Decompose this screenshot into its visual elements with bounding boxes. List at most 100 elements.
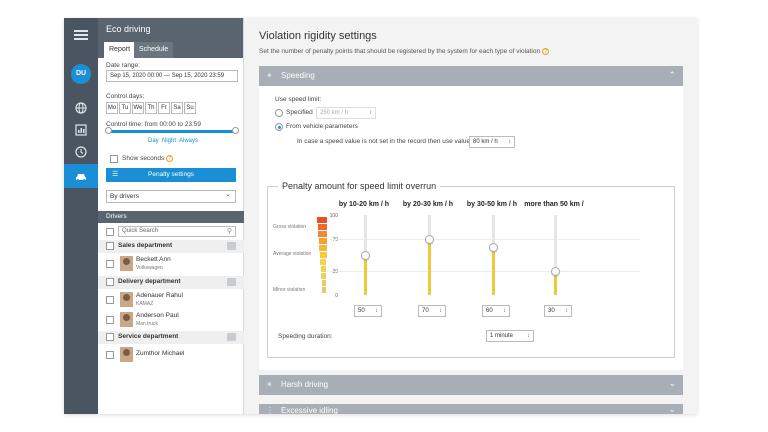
help-icon[interactable]: ? [541,48,549,55]
nav-item-eco-driving[interactable] [64,164,98,188]
menu-icon[interactable] [74,30,88,40]
penalty-slider-handle[interactable] [551,267,560,276]
specified-radio[interactable] [275,109,283,117]
penalty-slider-handle[interactable] [425,235,434,244]
message-icon[interactable] [227,333,236,341]
scale-segment [322,287,326,293]
penalty-settings-button[interactable]: ☰ Penalty settings [106,168,236,182]
day-tu[interactable]: Tu [119,102,131,114]
penalty-value-input[interactable]: 60 [482,305,510,317]
show-seconds-label: Show seconds [122,155,165,163]
day-fr[interactable]: Fr [158,102,170,114]
day-th[interactable]: Th [145,102,157,114]
driver-checkbox[interactable] [106,296,114,304]
speeding-duration-value: 1 minute [490,333,514,339]
column-header: more than 50 km / [524,201,584,208]
nav-item-globe[interactable] [64,96,98,120]
tab-schedule[interactable]: Schedule [134,42,174,58]
minor-violation-label: Minor violation [273,287,306,293]
section-harsh-driving-header[interactable]: ✴ Harsh driving ⌄ [259,375,683,395]
driver-photo [120,256,133,271]
day-sa[interactable]: Sa [171,102,183,114]
driver-checkbox[interactable] [106,351,114,359]
specified-speed-input[interactable]: 250 km / h [316,107,376,119]
section-title: Excessive idling [281,406,338,414]
group-checkbox[interactable] [106,278,114,286]
show-seconds-checkbox[interactable] [110,155,118,163]
preset-day[interactable]: Day [148,138,159,144]
driver-checkbox[interactable] [106,260,114,268]
penalty-value-input[interactable]: 50 [354,305,382,317]
chevron-up-icon[interactable]: ⌃ [668,70,676,80]
panel-title: Eco driving [98,18,243,40]
speeding-duration-label: Speeding duration: [278,333,333,340]
car-icon [76,174,86,181]
chevron-down-icon[interactable]: ⌄ [668,378,676,388]
message-icon[interactable] [227,242,236,250]
penalty-slider-handle[interactable] [489,243,498,252]
control-days-label: Control days: [106,93,145,100]
sliders-icon: ☰ [112,171,119,178]
specified-speed-value: 250 km / h [320,110,349,116]
driver-photo [120,312,133,327]
slider-start-handle[interactable] [105,127,112,134]
driver-row[interactable]: Beckett Ann Volkswagen [98,254,244,274]
driver-row[interactable]: Anderson Paul Man truck [98,310,244,330]
group-by-select[interactable]: By drivers [106,189,236,203]
penalty-value-input[interactable]: 70 [418,305,446,317]
preset-night[interactable]: Night [162,138,177,144]
group-label: Sales department [118,242,173,249]
scale-segment [320,259,327,265]
control-days: Mo Tu We Th Fr Sa Su [106,102,197,115]
group-delivery[interactable]: Delivery department [98,276,244,289]
user-avatar[interactable]: DU [71,64,91,84]
nav-rail: DU [64,18,98,414]
group-label: Service department [118,333,179,340]
fallback-speed-input[interactable]: 80 km / h [469,136,515,148]
column-header: by 10-20 km / h [338,201,390,208]
scale-segment [321,273,327,279]
driver-name: Adenauer Rahul [136,292,183,299]
driver-photo [120,347,133,362]
speeding-settings: Use speed limit: Specified 250 km / h Fr… [259,86,683,370]
main-content: Violation rigidity settings Set the numb… [245,18,697,414]
driver-row[interactable]: Zumthor Michael [98,345,244,365]
scale-segment [318,238,327,244]
nav-item-history[interactable] [64,140,98,164]
control-time-slider[interactable] [105,127,239,134]
penalty-slider-track[interactable] [554,215,557,295]
driver-name: Zumthor Michael [136,350,185,357]
from-vehicle-radio[interactable] [275,123,283,131]
day-we[interactable]: We [132,102,144,114]
chevron-down-icon[interactable]: ⌄ [668,404,676,414]
preset-always[interactable]: Always [179,138,199,144]
specified-label: Specified [286,109,313,116]
speedometer-icon: ✴ [266,71,273,80]
driver-row[interactable]: Adenauer Rahul KAMAZ [98,290,244,310]
section-excessive-idling-header[interactable]: ⋮ Excessive idling ⌄ [259,404,683,414]
driver-vehicle: Volkswagen [136,265,163,271]
slider-end-handle[interactable] [232,127,239,134]
driver-checkbox[interactable] [106,316,114,324]
nav-item-reports[interactable] [64,118,98,142]
quick-search-input[interactable]: Quick Search ⚲ [118,226,236,237]
section-speeding-header[interactable]: ✴ Speeding ⌃ [259,66,683,86]
day-mo[interactable]: Mo [106,102,118,114]
group-checkbox[interactable] [106,333,114,341]
select-all-checkbox[interactable] [106,228,114,236]
from-vehicle-label: From vehicle parameters [286,123,358,130]
speeding-duration-select[interactable]: 1 minute [486,330,534,342]
penalty-value-input[interactable]: 30 [544,305,572,317]
date-range-input[interactable]: Sep 15, 2020 00:00 — Sep 15, 2020 23:59 [106,70,238,82]
day-su[interactable]: Su [184,102,196,114]
tab-report[interactable]: Report [104,42,136,58]
fallback-label: In case a speed value is not set in the … [297,138,472,145]
group-service[interactable]: Service department [98,331,244,344]
group-checkbox[interactable] [106,242,114,250]
group-sales[interactable]: Sales department [98,240,244,253]
penalty-slider-handle[interactable] [361,251,370,260]
help-icon[interactable]: ? [166,155,174,162]
control-time-label: Control time: from 00:00 to 23:59 [106,121,202,128]
penalty-title: Penalty amount for speed limit overrun [278,181,441,191]
message-icon[interactable] [227,278,236,286]
